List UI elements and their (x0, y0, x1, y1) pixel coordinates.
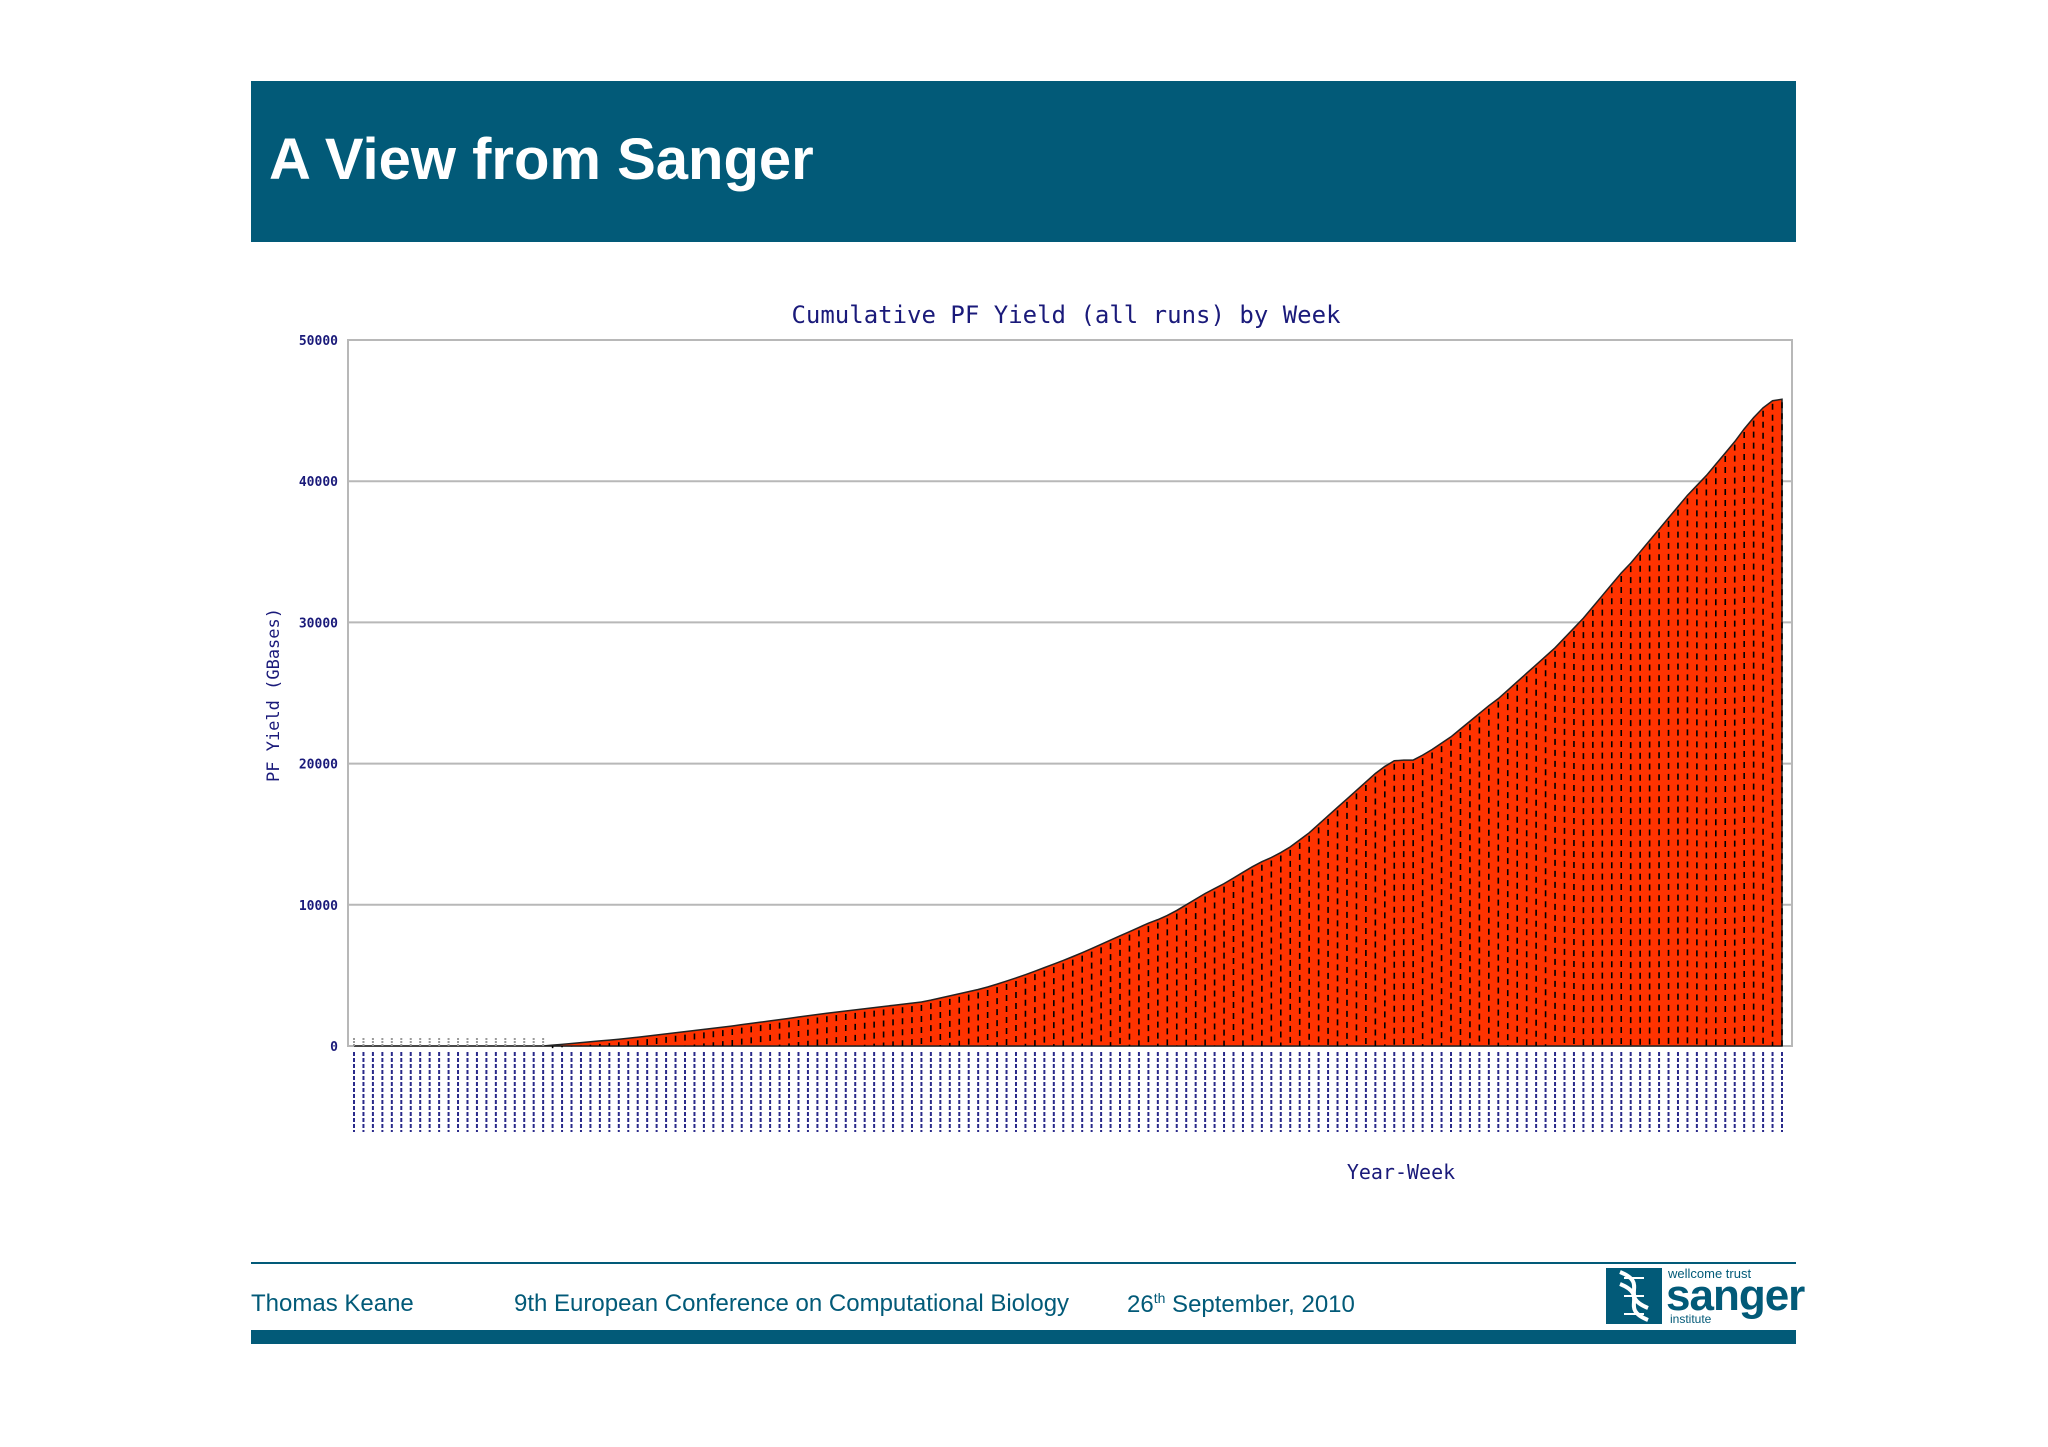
x-axis-label: Year-Week (1347, 1160, 1455, 1184)
y-tick-label: 40000 (299, 475, 338, 490)
y-axis-label: PF Yield (GBases) (264, 608, 284, 782)
footer-author: Thomas Keane (251, 1290, 414, 1317)
footer-bar (251, 1330, 1796, 1344)
footer-conference: 9th European Conference on Computational… (514, 1290, 1070, 1317)
y-tick-label: 50000 (299, 334, 338, 349)
area-fill (354, 398, 1783, 1047)
sanger-logo: wellcome trust sanger institute (1606, 1266, 1805, 1326)
chart-title: Cumulative PF Yield (all runs) by Week (791, 301, 1341, 329)
title-bar: A View from Sanger (251, 81, 1796, 242)
footer-rule (251, 1262, 1796, 1264)
y-tick-label: 30000 (299, 616, 338, 631)
logo-wellcome-trust: wellcome trust (1668, 1266, 1752, 1281)
area-series (353, 398, 1783, 1049)
slide-title: A View from Sanger (269, 127, 814, 192)
logo-sanger: sanger (1666, 1271, 1805, 1320)
footer-date: 26th September, 2010 (1127, 1290, 1355, 1319)
y-tick-labels: 0 10000 20000 30000 40000 50000 (299, 334, 338, 1055)
footer-date-rest: September, 2010 (1165, 1291, 1355, 1318)
x-tick-marks (353, 1052, 1783, 1132)
footer-date-suffix: th (1153, 1290, 1166, 1306)
dna-helix-icon (1606, 1268, 1662, 1324)
y-tick-label: 10000 (299, 899, 338, 914)
footer-date-day: 26 (1127, 1291, 1154, 1318)
logo-institute: institute (1670, 1312, 1712, 1326)
gridlines (347, 339, 1793, 1047)
y-tick-label: 0 (330, 1040, 338, 1055)
cumulative-yield-chart: Cumulative PF Yield (all runs) by Week 0… (264, 301, 1793, 1184)
y-tick-label: 20000 (299, 758, 338, 773)
